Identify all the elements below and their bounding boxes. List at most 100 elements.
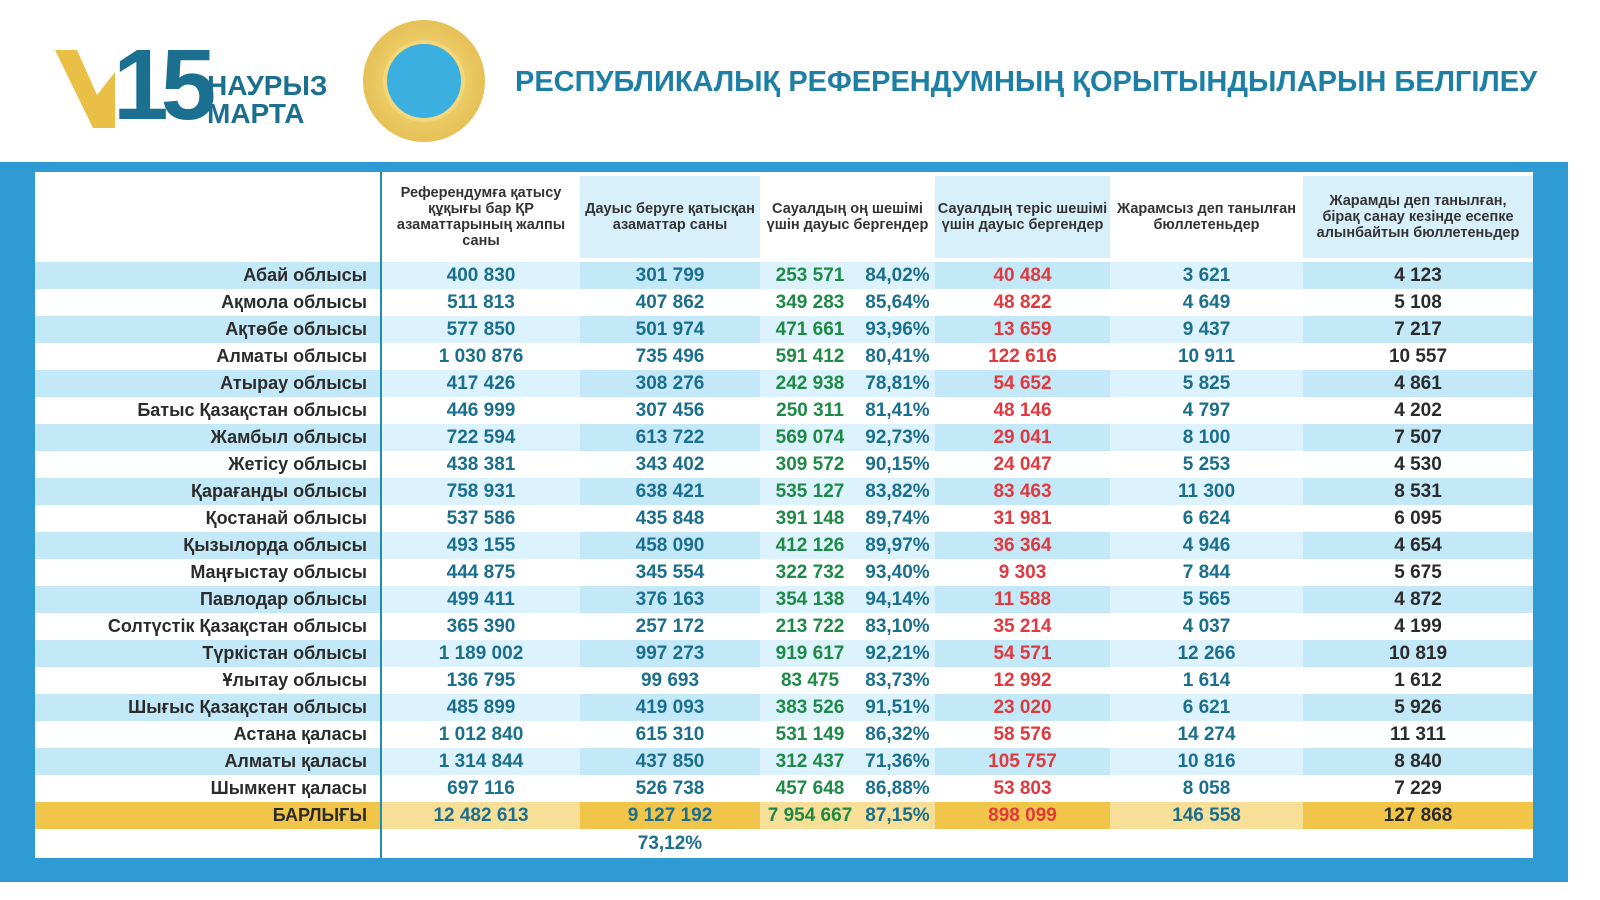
table-row: Атырау облысы 417 426 308 276 242 938 78,81%… [35,370,1533,397]
participated-count: 257 172 [635,616,705,637]
yes-percent: 86,32% [865,724,930,745]
no-count: 35 214 [993,616,1052,637]
participated-count: 419 093 [635,697,705,718]
yes-count: 383 526 [760,694,860,721]
no-count: 31 981 [993,508,1052,529]
yes-count: 591 412 [775,346,845,367]
region-name: БАРЛЫҒЫ [35,802,380,829]
eligible-count: 1 189 002 [382,640,580,667]
participated-count: 301 799 [635,265,705,286]
yes-percent: 93,40% [865,562,930,583]
invalid-count: 6 621 [1110,694,1303,721]
yes-percent: 92,73% [860,424,935,451]
invalid-count: 4 946 [1110,532,1303,559]
participated-count: 9 127 192 [580,802,760,829]
yes-percent: 78,81% [860,370,935,397]
participated-count: 437 850 [635,751,705,772]
region-name: Маңғыстау облысы [190,562,367,582]
region-name: Астана қаласы [233,724,367,744]
invalid-count: 3 621 [1110,262,1303,289]
yes-percent: 80,41% [865,346,930,367]
invalid-count: 9 437 [1110,316,1303,343]
region-name: Шығыс Қазақстан облысы [128,697,367,717]
invalid-count: 7 844 [1182,562,1231,583]
uncounted-count: 5 926 [1394,697,1442,718]
yes-percent: 92,21% [860,640,935,667]
table-row: Ақтөбе облысы 577 850 501 974 471 661 93,96%… [35,316,1533,343]
no-count: 11 588 [993,589,1052,610]
yes-count: 7 954 667 [767,805,853,826]
invalid-count: 11 300 [1110,478,1303,505]
yes-percent: 93,96% [860,316,935,343]
uncounted-count: 4 123 [1394,265,1442,286]
logo-line2: МАРТА [207,98,305,129]
invalid-count: 1 614 [1182,670,1231,691]
yes-percent: 89,97% [860,532,935,559]
yes-percent: 84,02% [860,262,935,289]
eligible-count: 1 030 876 [438,346,524,367]
header-uncounted: Жарамды деп танылған, бірақ санау кезінд… [1303,176,1533,258]
eligible-count: 697 116 [447,778,515,799]
invalid-count: 146 558 [1172,805,1241,826]
participated-count: 526 738 [635,778,705,799]
yes-count: 253 571 [760,262,860,289]
region-name: Батыс Қазақстан облысы [137,400,367,420]
table-row: Батыс Қазақстан облысы 446 999 307 456 250 … [35,397,1533,424]
invalid-count: 12 266 [1110,640,1303,667]
yes-count: 354 138 [760,586,860,613]
uncounted-count: 4 872 [1394,589,1442,610]
table-row: Ұлытау облысы 136 795 99 693 83 475 83,73% 12… [35,667,1533,694]
no-count: 58 576 [993,724,1052,745]
yes-count: 391 148 [775,508,845,529]
uncounted-count: 4 654 [1394,535,1442,556]
yes-percent: 81,41% [865,400,930,421]
eligible-count: 446 999 [446,400,516,421]
eligible-count: 400 830 [382,262,580,289]
yes-count: 919 617 [760,640,860,667]
eligible-count: 136 795 [446,670,516,691]
region-name: Ақтөбе облысы [225,319,367,339]
uncounted-count: 8 531 [1394,481,1442,502]
no-count: 12 992 [993,670,1052,691]
logo-number: 15 [113,29,216,141]
no-count: 40 484 [993,265,1052,286]
table-row: Қызылорда облысы 493 155 458 090 412 126 89,… [35,532,1533,559]
yes-percent: 94,14% [860,586,935,613]
participated-count: 638 421 [635,481,705,502]
no-count: 13 659 [993,319,1052,340]
eligible-count: 577 850 [382,316,580,343]
region-name: Түркістан облысы [202,643,367,663]
region-name: Қызылорда облысы [183,535,367,555]
eligible-count: 758 931 [382,478,580,505]
region-name: Абай облысы [243,265,367,285]
invalid-count: 8 058 [1182,778,1231,799]
eligible-count: 493 155 [382,532,580,559]
turnout-percent: 73,12% [637,833,703,854]
yes-count: 535 127 [760,478,860,505]
yes-percent: 83,10% [865,616,930,637]
uncounted-count: 6 095 [1394,508,1442,529]
table-row: Жетісу облысы 438 381 343 402 309 572 90,15%… [35,451,1533,478]
participated-count: 307 456 [635,400,705,421]
participated-count: 345 554 [635,562,705,583]
invalid-count: 5 825 [1110,370,1303,397]
table-row: Түркістан облысы 1 189 002 997 273 919 617 9… [35,640,1533,667]
header-eligible: Референдумға қатысу құқығы бар ҚР азамат… [396,185,566,249]
yes-percent: 91,51% [860,694,935,721]
no-count: 83 463 [993,481,1052,502]
invalid-count: 4 797 [1182,400,1231,421]
column-divider [380,172,382,858]
invalid-count: 8 100 [1110,424,1303,451]
eligible-count: 485 899 [382,694,580,721]
table-row: Абай облысы 400 830 301 799 253 571 84,02% 40… [35,262,1533,289]
eligible-count: 511 813 [447,292,515,313]
uncounted-count: 5 675 [1394,562,1442,583]
yes-percent: 86,88% [865,778,930,799]
no-count: 105 757 [988,751,1057,772]
no-count: 29 041 [993,427,1052,448]
table-row: Астана қаласы 1 012 840 615 310 531 149 86,3… [35,721,1533,748]
participated-count: 735 496 [635,346,705,367]
yes-count: 312 437 [760,748,860,775]
no-count: 48 146 [993,400,1052,421]
eligible-count: 499 411 [382,586,580,613]
